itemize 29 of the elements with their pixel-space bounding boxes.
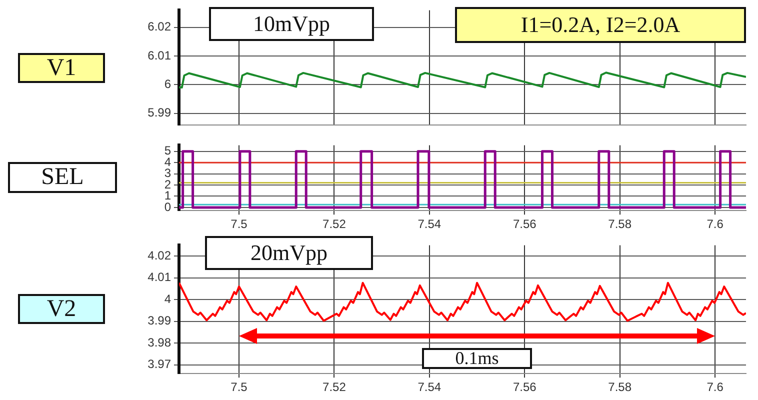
y-tick-label: 3.98: [148, 335, 172, 350]
text-box: V1: [18, 53, 105, 83]
y-tick-label: 3.99: [148, 314, 172, 328]
x-tick-label: 7.6: [706, 380, 724, 394]
text-box: I1=0.2A, I2=2.0A: [455, 7, 746, 43]
x-tick-label: 7.56: [512, 217, 537, 232]
x-tick-label: 7.5: [230, 380, 248, 394]
x-tick-label: 7.54: [418, 380, 442, 394]
y-tick-label: 6: [164, 77, 172, 92]
x-tick-label: 7.58: [608, 217, 632, 232]
text-box: V2: [18, 294, 105, 324]
text-box: 0.1ms: [422, 348, 532, 369]
x-tick-label: 7.56: [512, 380, 537, 394]
y-tick-label: 6.01: [148, 48, 172, 62]
x-tick-label: 7.6: [706, 217, 724, 232]
y-tick-label: 4.01: [148, 270, 172, 284]
x-tick-label: 7.5: [230, 217, 248, 232]
x-tick-label: 7.52: [322, 380, 346, 394]
text-box: SEL: [8, 162, 117, 193]
y-tick-label: 6.02: [148, 20, 172, 34]
text-box: 20mVpp: [205, 236, 373, 270]
y-tick-label: 4.02: [148, 248, 172, 262]
y-tick-label: 4: [164, 292, 172, 306]
y-tick-label: 5.99: [148, 106, 172, 120]
x-tick-label: 7.54: [418, 217, 442, 232]
x-tick-label: 7.58: [608, 380, 632, 394]
y-tick-label: 3.97: [148, 357, 172, 372]
text-box: 10mVpp: [209, 7, 374, 41]
x-tick-label: 7.52: [322, 217, 346, 232]
